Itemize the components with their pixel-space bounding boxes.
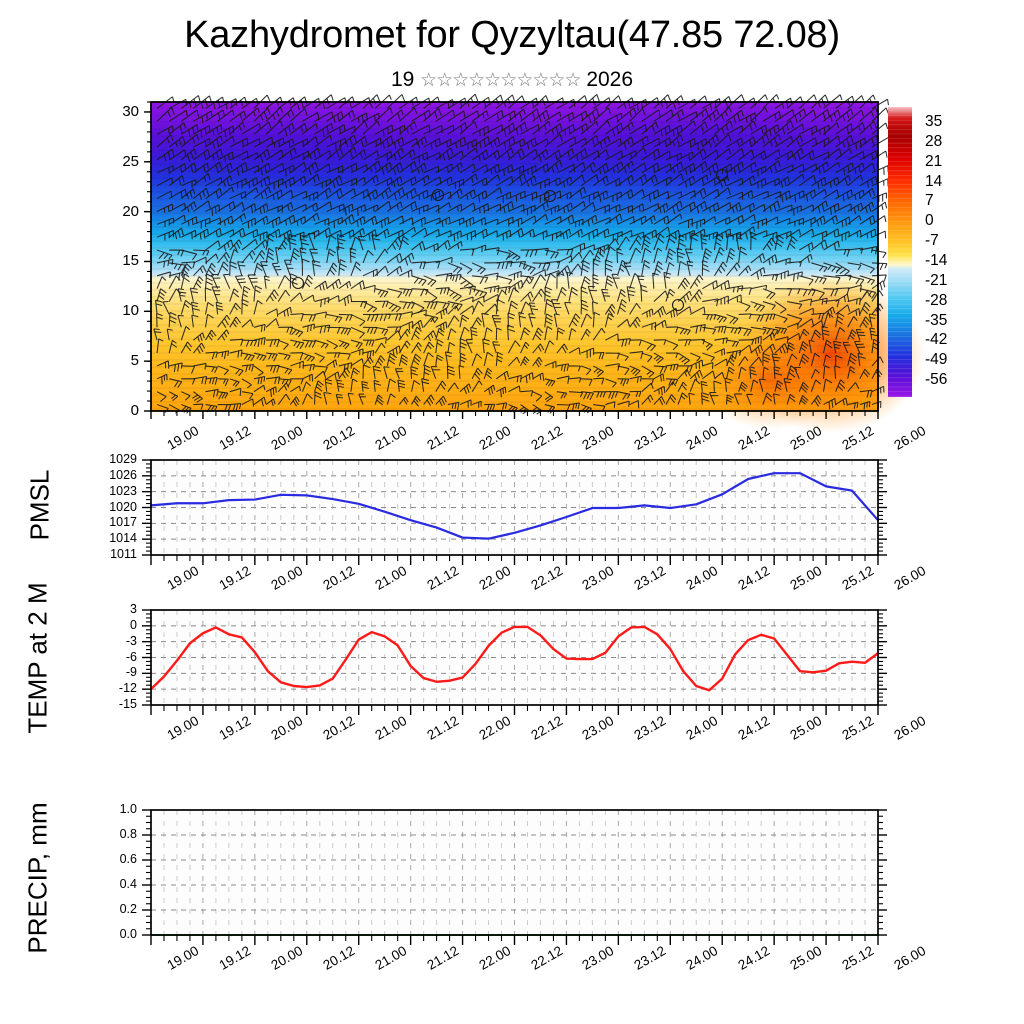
ytick-label: 0.4 — [119, 877, 137, 891]
ytick-label: -3 — [125, 633, 137, 648]
ytick-label: 5 — [130, 352, 139, 370]
ytick-label: 1.0 — [119, 802, 137, 816]
colorbar-svg — [888, 107, 912, 397]
ytick-label: 1017 — [109, 515, 137, 530]
ytick-label: 1020 — [109, 499, 137, 514]
colorbar-tick-label: -21 — [925, 271, 948, 289]
ytick-label: 1014 — [109, 531, 137, 546]
colorbar-panel — [880, 95, 1024, 425]
ytick-label: 0 — [130, 402, 139, 419]
ytick-label: 1011 — [110, 547, 137, 561]
ytick-label: 10 — [122, 302, 139, 320]
colorbar-tick-label: 14 — [925, 172, 943, 190]
colorbar-tick-label: -7 — [925, 232, 939, 250]
ytick-label: 30 — [122, 102, 139, 120]
cross-section-svg — [144, 93, 925, 433]
colorbar-tick-label: 21 — [925, 152, 943, 170]
ytick-label: 1023 — [109, 483, 137, 498]
pmsl-panel — [0, 445, 1024, 595]
subtitle-month-glyphs: ☆☆☆☆☆☆☆☆☆☆ — [420, 70, 581, 91]
ytick-label: -12 — [118, 681, 137, 696]
ytick-label: -9 — [125, 665, 137, 680]
ytick-label: 15 — [122, 252, 139, 270]
ytick-label: -6 — [125, 649, 137, 664]
colorbar-tick-label: 0 — [925, 212, 934, 230]
precip-svg — [142, 809, 887, 945]
pmsl-axis-title: PMSL — [24, 469, 55, 541]
colorbar-tick-label: -56 — [925, 371, 948, 389]
colorbar-tick-label: 7 — [925, 192, 934, 210]
colorbar-tick-label: -35 — [925, 311, 948, 329]
ytick-label: -15 — [118, 697, 137, 711]
title-text: Kazhydromet for Qyzyltau(47.85 72.08) — [184, 14, 840, 56]
temp-svg — [142, 609, 887, 715]
ytick-label: 1026 — [109, 467, 137, 482]
colorbar-tick-label: -14 — [925, 251, 948, 269]
ytick-label: 3 — [130, 602, 137, 616]
ytick-label: 0 — [130, 617, 137, 632]
ytick-label: 0.6 — [119, 852, 137, 866]
ytick-label: 0.0 — [119, 927, 137, 941]
ytick-label: 20 — [122, 202, 139, 220]
ytick-label: 25 — [122, 152, 139, 170]
pmsl-svg — [142, 459, 887, 565]
precip-axis-title: PRECIP, mm — [22, 802, 53, 954]
colorbar-tick-label: 35 — [925, 112, 943, 130]
colorbar-tick-label: 28 — [925, 132, 943, 150]
ytick-label: 1029 — [109, 452, 137, 466]
temp-axis-title: TEMP at 2 M — [22, 582, 53, 734]
page-subtitle: 19 ☆☆☆☆☆☆☆☆☆☆ 2026 — [0, 68, 1024, 92]
subtitle-day: 19 — [390, 68, 415, 91]
colorbar-tick-label: -49 — [925, 351, 948, 369]
temp-panel — [0, 595, 1024, 745]
ytick-label: 0.2 — [119, 902, 137, 916]
subtitle-year: 2026 — [586, 68, 634, 91]
precip-panel — [0, 795, 1024, 960]
page-title: Kazhydromet for Qyzyltau(47.85 72.08) — [0, 14, 1024, 57]
colorbar-tick-label: -42 — [925, 331, 948, 349]
colorbar-tick-label: -28 — [925, 291, 948, 309]
cross-section-panel — [0, 0, 1024, 460]
ytick-label: 0.8 — [119, 827, 137, 841]
